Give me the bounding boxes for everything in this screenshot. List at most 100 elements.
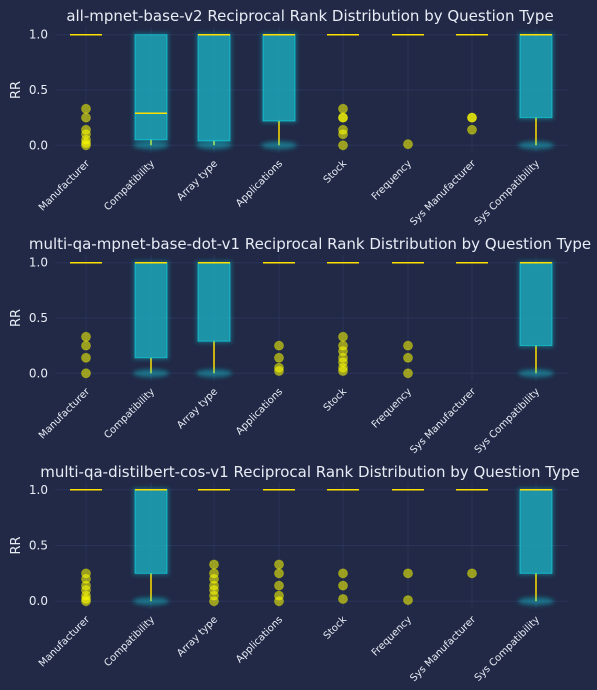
x-tick-label: Applications <box>234 158 285 209</box>
box-sys-compatibility <box>518 260 554 378</box>
y-tick-label: 1.0 <box>29 483 48 497</box>
x-tick-label: Sys Compatibility <box>473 614 542 683</box>
box-body <box>262 34 296 122</box>
outlier-point <box>403 340 413 351</box>
x-tick-label: Sys Manufacturer <box>408 158 478 228</box>
outlier-point <box>274 362 284 373</box>
x-tick-label: Applications <box>234 386 285 437</box>
box-manufacturer <box>70 260 102 379</box>
outlier-point <box>338 568 348 579</box>
box-body <box>519 34 553 119</box>
y-tick-label: 1.0 <box>29 256 48 270</box>
outlier-point <box>81 331 91 342</box>
x-tick-label: Sys Manufacturer <box>408 614 478 684</box>
outlier-point <box>403 139 413 150</box>
outlier-point <box>338 103 348 114</box>
x-tick-label: Compatibility <box>102 386 157 441</box>
outlier-point <box>81 568 91 579</box>
box-array-type <box>196 32 232 150</box>
outlier-point <box>338 140 348 151</box>
box-stock <box>327 260 359 377</box>
outlier-point <box>274 590 284 601</box>
outlier-point <box>338 124 348 135</box>
box-array-type <box>198 487 230 607</box>
cap-glow <box>196 141 232 150</box>
box-array-type <box>196 260 232 378</box>
outlier-point <box>467 568 477 579</box>
box-body <box>134 34 168 141</box>
cap-glow <box>196 369 232 378</box>
y-tick-label: 0.5 <box>29 311 48 325</box>
x-tick-label: Frequency <box>370 386 414 430</box>
chart-title: multi-qa-mpnet-base-dot-v1 Reciprocal Ra… <box>29 235 591 253</box>
box-body <box>134 489 168 574</box>
chart-panel-1: 0.0 0.5 1.0 all-mpnet-base-v2 Reciprocal Ra… <box>9 7 568 228</box>
x-tick-label: Sys Manufacturer <box>408 386 478 456</box>
box-applications <box>261 32 297 150</box>
chart-panel-2: 0.0 0.5 1.0 multi-qa-mpnet-base-dot-v1 Reci… <box>9 235 591 456</box>
outlier-point <box>81 340 91 351</box>
box-frequency <box>392 32 424 150</box>
y-axis-label: RR <box>9 81 24 99</box>
y-tick-label: 1.0 <box>29 28 48 42</box>
x-tick-label: Stock <box>322 386 349 413</box>
outlier-point <box>403 595 413 606</box>
outlier-point <box>274 580 284 591</box>
cap-glow <box>261 141 297 150</box>
y-tick-label: 0.0 <box>29 138 48 152</box>
outlier-point <box>209 568 219 579</box>
y-tick-label: 0.5 <box>29 539 48 553</box>
x-tick-label: Manufacturer <box>37 158 93 214</box>
y-axis-label: RR <box>9 536 24 554</box>
y-axis-label: RR <box>9 309 24 327</box>
outlier-point <box>274 340 284 351</box>
outlier-point <box>403 368 413 379</box>
outlier-point <box>81 112 91 123</box>
outlier-point <box>467 124 477 135</box>
outlier-point <box>338 580 348 591</box>
outlier-point <box>338 331 348 342</box>
y-tick-label: 0.0 <box>29 366 48 380</box>
outlier-point <box>403 568 413 579</box>
chart-title: multi-qa-distilbert-cos-v1 Reciprocal Ra… <box>40 463 580 481</box>
outlier-point <box>338 340 348 351</box>
box-body <box>134 262 168 359</box>
box-compatibility <box>133 487 169 606</box>
y-tick-label: 0.5 <box>29 83 48 97</box>
outlier-point <box>274 568 284 579</box>
x-tick-label: Frequency <box>370 158 414 202</box>
box-compatibility <box>133 260 169 378</box>
x-tick-label: Array type <box>175 158 220 203</box>
box-stock <box>327 32 359 151</box>
outlier-point <box>338 112 348 123</box>
cap-glow <box>518 597 554 606</box>
box-manufacturer <box>70 32 102 151</box>
x-tick-label: Sys Compatibility <box>473 158 542 227</box>
box-applications <box>263 487 295 607</box>
box-frequency <box>392 487 424 606</box>
box-applications <box>263 260 295 377</box>
outlier-point <box>274 559 284 570</box>
box-sys-compatibility <box>518 32 554 150</box>
box-manufacturer <box>70 487 102 607</box>
x-tick-label: Stock <box>322 158 349 185</box>
chart-title: all-mpnet-base-v2 Reciprocal Rank Distri… <box>66 7 553 25</box>
outlier-point <box>274 352 284 363</box>
box-body <box>519 262 553 347</box>
outlier-point <box>81 124 91 135</box>
cap-glow <box>518 141 554 150</box>
x-tick-label: Frequency <box>370 614 414 658</box>
x-tick-label: Sys Compatibility <box>473 386 542 455</box>
box-body <box>197 34 231 142</box>
cap-glow <box>133 141 169 150</box>
box-frequency <box>392 260 424 379</box>
outlier-point <box>467 112 477 123</box>
x-tick-label: Manufacturer <box>37 386 93 442</box>
x-tick-label: Manufacturer <box>37 614 93 670</box>
x-tick-label: Stock <box>322 614 349 641</box>
box-compatibility <box>133 32 169 150</box>
outlier-point <box>81 103 91 114</box>
x-tick-label: Array type <box>175 614 220 659</box>
x-tick-label: Array type <box>175 386 220 431</box>
